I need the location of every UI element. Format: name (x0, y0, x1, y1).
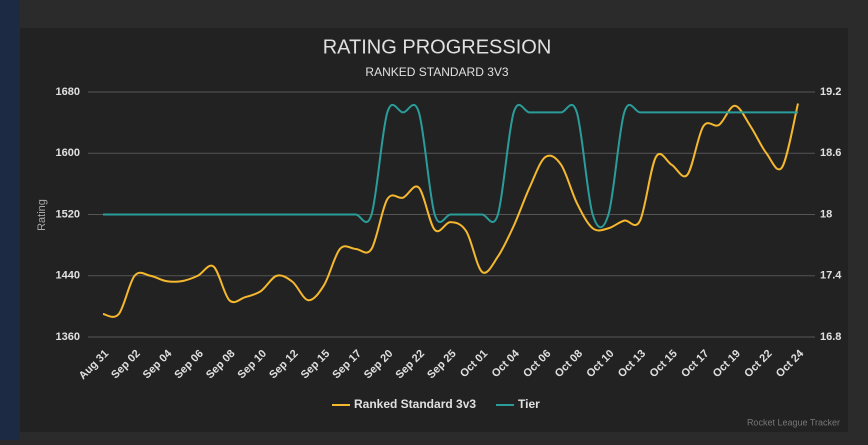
y-tick-label: 1440 (56, 270, 80, 282)
y-axis-label: Rating (36, 199, 48, 231)
y2-tick-label: 17.4 (820, 270, 842, 282)
y-tick-label: 1360 (56, 331, 80, 343)
series-line (102, 103, 799, 318)
credit: Rocket League Tracker (747, 417, 840, 427)
y-tick-label: 1680 (56, 86, 80, 98)
background-art (0, 0, 20, 440)
y-tick-label: 1600 (56, 147, 80, 159)
y2-tick-label: 18 (820, 208, 832, 220)
chart-title: RATING PROGRESSION (323, 36, 552, 58)
y2-tick-label: 19.2 (820, 86, 841, 98)
chart-subtitle: RANKED STANDARD 3V3 (365, 65, 508, 79)
legend-label: Tier (518, 397, 540, 411)
y2-tick-label: 16.8 (820, 331, 841, 343)
legend-label: Ranked Standard 3v3 (354, 397, 476, 411)
series-line (102, 103, 798, 229)
y2-tick-label: 18.6 (820, 147, 841, 159)
y-tick-label: 1520 (56, 208, 80, 220)
